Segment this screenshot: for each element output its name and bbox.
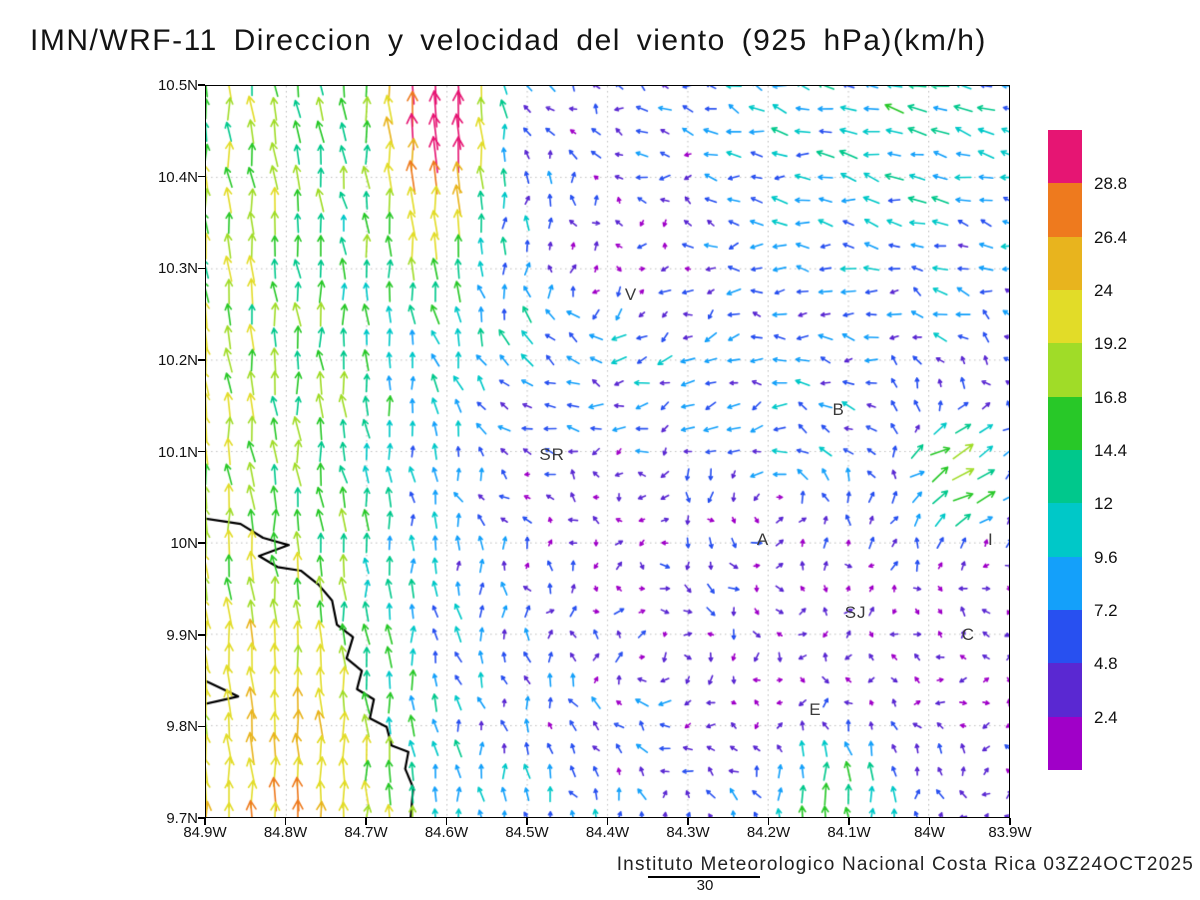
lat-tick-label: 10.2N [157,351,198,369]
colorbar-segment [1048,609,1082,664]
lat-tick-label: 10.5N [157,77,198,94]
colorbar-segment [1048,343,1082,397]
lon-axis-tick [1009,818,1011,825]
lat-tick-label: 9.9N [166,626,198,644]
colorbar-segment [1048,183,1082,237]
lat-axis-tick [198,634,205,636]
station-label: B [832,400,845,420]
lon-axis-tick [848,818,850,825]
lat-tick-label: 10N [170,535,198,553]
station-label: E [809,699,822,719]
lon-tick-label: 84.3W [666,824,710,841]
lat-axis-tick [198,267,205,269]
station-label: C [961,624,975,644]
lat-axis-tick [198,450,205,453]
lon-tick-label: 84.7W [344,824,388,841]
lat-tick-label: 10.1N [157,443,198,461]
colorbar-tick-label: 16.8 [1094,387,1128,407]
colorbar-tick-label: 28.8 [1094,174,1128,194]
lat-axis-tick [198,359,205,361]
lon-axis-tick [204,818,206,825]
lat-tick-label: 10.4N [157,168,198,186]
lon-tick-label: 84.8W [263,824,308,841]
lon-tick-label: 84.6W [424,824,469,841]
lat-tick-label: 10.3N [157,260,198,278]
colorbar-tick-label: 12 [1094,494,1113,514]
colorbar-tick-label: 26.4 [1094,227,1128,247]
lat-axis-tick [198,725,205,728]
colorbar-segment [1048,503,1082,557]
reference-vector-line [648,876,760,878]
colorbar [1048,130,1082,770]
colorbar-segment [1048,716,1082,770]
colorbar-segment [1048,663,1082,717]
colorbar-segment [1048,289,1082,344]
lon-axis-tick [284,818,287,825]
lon-tick-label: 84.2W [746,824,791,841]
lon-axis-tick [767,818,770,825]
colorbar-tick-label: 7.2 [1094,601,1118,620]
lon-axis-tick [445,818,448,825]
station-label: SJ [844,602,867,622]
colorbar-segment [1048,236,1082,290]
lon-axis-tick [606,818,609,825]
lat-axis-tick [198,542,205,544]
wind-vector-canvas [206,86,1009,817]
colorbar-tick-label: 2.4 [1094,707,1118,727]
chart-title: IMN/WRF-11 Direccion y velocidad del vie… [30,24,987,57]
lon-axis-tick [687,818,689,825]
station-label: A [756,530,770,550]
colorbar-tick-label: 24 [1094,281,1113,300]
lon-axis-tick [365,818,367,825]
station-label: SR [539,445,565,465]
station-label: V [624,284,638,304]
lon-tick-label: 84.5W [505,824,549,841]
lon-axis-tick [928,818,931,825]
lon-tick-label: 83.9W [988,824,1032,841]
lon-axis-tick [526,818,528,825]
lat-axis-tick [198,175,205,178]
colorbar-tick-label: 19.2 [1094,334,1128,354]
lon-tick-label: 84.4W [585,824,630,841]
footer-text: Instituto Meteorologico Nacional Costa R… [616,854,1194,875]
colorbar-segment [1048,556,1082,610]
colorbar-tick-label: 14.4 [1094,441,1128,460]
lon-tick-label: 84W [914,824,945,841]
lon-tick-label: 84.1W [827,824,871,841]
colorbar-tick-label: 4.8 [1094,654,1118,674]
lat-tick-label: 9.7N [166,810,198,827]
lat-axis-tick [198,84,205,86]
colorbar-segment [1048,449,1082,504]
lat-tick-label: 9.8N [166,718,198,736]
lat-axis-tick [198,817,205,819]
colorbar-segment [1048,396,1082,450]
lon-tick-label: 84.9W [183,824,227,841]
station-label: I [988,530,994,550]
plot-area: V B SR A I SJ C E [205,85,1010,818]
colorbar-segment [1048,130,1082,184]
reference-vector-label: 30 [696,877,714,894]
colorbar-tick-label: 9.6 [1094,547,1118,567]
